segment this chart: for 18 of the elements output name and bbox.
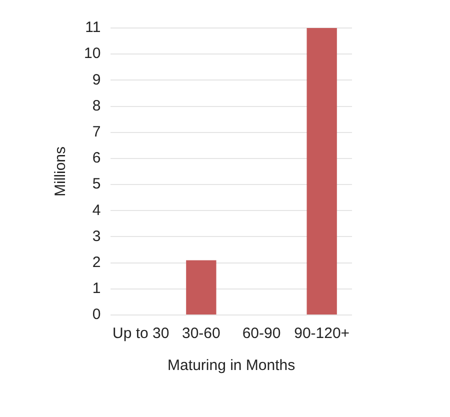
x-tick-label: 90-120+	[294, 325, 350, 342]
y-tick-label: 4	[92, 202, 101, 219]
y-tick-label: 9	[92, 71, 101, 88]
y-tick-label: 6	[92, 150, 101, 167]
y-tick-label: 3	[92, 228, 101, 245]
x-axis-title: Maturing in Months	[168, 357, 296, 374]
y-tick-label: 0	[92, 306, 101, 324]
y-tick-label: 1	[92, 280, 101, 298]
y-tick-label: 8	[92, 97, 101, 114]
y-tick-label: 7	[92, 124, 101, 141]
x-tick-label: Up to 30	[112, 325, 170, 342]
y-tick-label: 10	[84, 45, 101, 62]
y-axis-title: Millions	[52, 146, 70, 197]
y-tick-label: 11	[85, 19, 101, 36]
y-tick-label: 2	[92, 254, 101, 271]
x-tick-label: 30-60	[182, 325, 220, 342]
x-tick-label: 60-90	[242, 325, 281, 342]
y-tick-label: 5	[92, 176, 101, 193]
